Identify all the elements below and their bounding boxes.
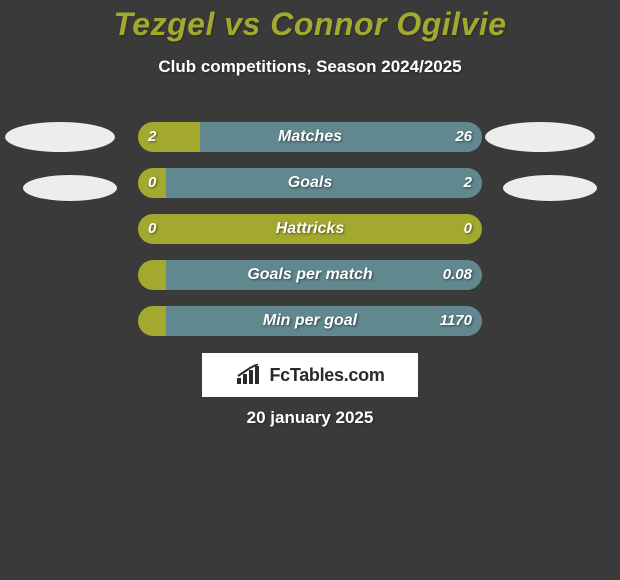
- bar-left: [138, 260, 166, 290]
- stat-rows: Matches226 Goals02 Hattricks00 Goals per ma…: [0, 122, 620, 352]
- stat-row: Hattricks00: [0, 214, 620, 244]
- bar-track: [138, 260, 482, 290]
- stat-row: Goals02: [0, 168, 620, 198]
- page-title: Tezgel vs Connor Ogilvie: [0, 0, 620, 43]
- bar-right: [166, 168, 482, 198]
- bar-left: [138, 306, 166, 336]
- bar-track: [138, 306, 482, 336]
- fctables-icon: [235, 364, 263, 386]
- bar-left: [138, 214, 482, 244]
- bar-track: [138, 122, 482, 152]
- stat-row: Goals per match0.08: [0, 260, 620, 290]
- date-text: 20 january 2025: [0, 408, 620, 428]
- subtitle: Club competitions, Season 2024/2025: [0, 57, 620, 77]
- logo-box: FcTables.com: [202, 353, 418, 397]
- bar-track: [138, 214, 482, 244]
- stat-row: Matches226: [0, 122, 620, 152]
- bar-right: [166, 260, 482, 290]
- bar-left: [138, 122, 200, 152]
- comparison-infographic: Tezgel vs Connor Ogilvie Club competitio…: [0, 0, 620, 580]
- bar-left: [138, 168, 166, 198]
- logo-text: FcTables.com: [269, 365, 384, 386]
- stat-row: Min per goal1170: [0, 306, 620, 336]
- bar-right: [200, 122, 482, 152]
- bar-right: [166, 306, 482, 336]
- bar-track: [138, 168, 482, 198]
